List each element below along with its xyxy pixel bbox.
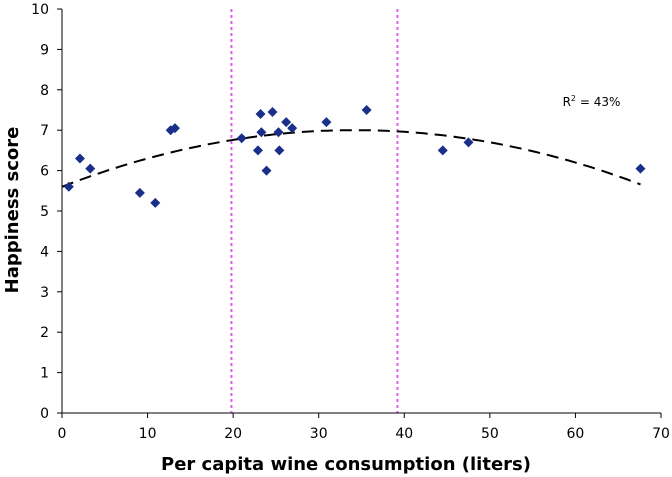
data-point [236, 133, 247, 144]
r-squared-r: R [563, 95, 571, 109]
x-tick-label: 10 [139, 426, 157, 442]
data-point [255, 109, 266, 120]
y-tick-label: 5 [40, 204, 49, 220]
trendline-group [61, 129, 641, 188]
data-point [63, 181, 74, 192]
data-point [274, 145, 285, 156]
axes [61, 9, 661, 414]
data-point [287, 123, 298, 134]
data-point [635, 163, 646, 174]
data-point [150, 197, 161, 208]
y-tick-label: 7 [40, 123, 49, 139]
x-tick-label: 0 [58, 426, 67, 442]
x-axis-ticks: 0 10 20 30 40 50 60 70 [58, 413, 670, 442]
y-tick-label: 6 [40, 164, 49, 180]
data-point [267, 107, 278, 118]
r-squared-label: R2 = 43% [563, 94, 621, 109]
data-point [85, 163, 96, 174]
x-tick-label: 70 [652, 426, 670, 442]
y-tick-label: 8 [40, 83, 49, 99]
data-point [321, 117, 332, 128]
data-point [463, 137, 474, 148]
reference-lines [230, 9, 399, 413]
y-tick-label: 1 [40, 366, 49, 382]
x-tick-label: 50 [481, 426, 499, 442]
x-tick-label: 40 [395, 426, 413, 442]
y-tick-label: 9 [40, 42, 49, 58]
r-squared-sup: 2 [571, 94, 576, 103]
y-tick-label: 4 [40, 244, 49, 260]
x-axis-title: Per capita wine consumption (liters) [161, 454, 531, 475]
y-tick-label: 3 [40, 285, 49, 301]
data-point [437, 145, 448, 156]
x-tick-label: 30 [310, 426, 328, 442]
data-point [273, 127, 284, 138]
data-point [281, 117, 292, 128]
y-axis-title: Happiness score [2, 127, 23, 294]
data-point [256, 127, 267, 138]
y-tick-label: 2 [40, 325, 49, 341]
r-squared-value: = 43% [576, 95, 620, 109]
data-point [261, 165, 272, 176]
y-tick-label: 0 [40, 406, 49, 422]
trendline [61, 129, 641, 188]
data-point [169, 123, 180, 134]
x-tick-label: 60 [567, 426, 585, 442]
data-point [74, 153, 85, 164]
data-points [63, 105, 646, 208]
data-point [134, 187, 145, 198]
y-tick-label: 10 [31, 2, 49, 18]
y-axis-ticks: 0 1 2 3 4 5 6 7 8 9 10 [31, 2, 62, 422]
x-tick-label: 20 [224, 426, 242, 442]
data-point [252, 145, 263, 156]
data-point [361, 105, 372, 115]
